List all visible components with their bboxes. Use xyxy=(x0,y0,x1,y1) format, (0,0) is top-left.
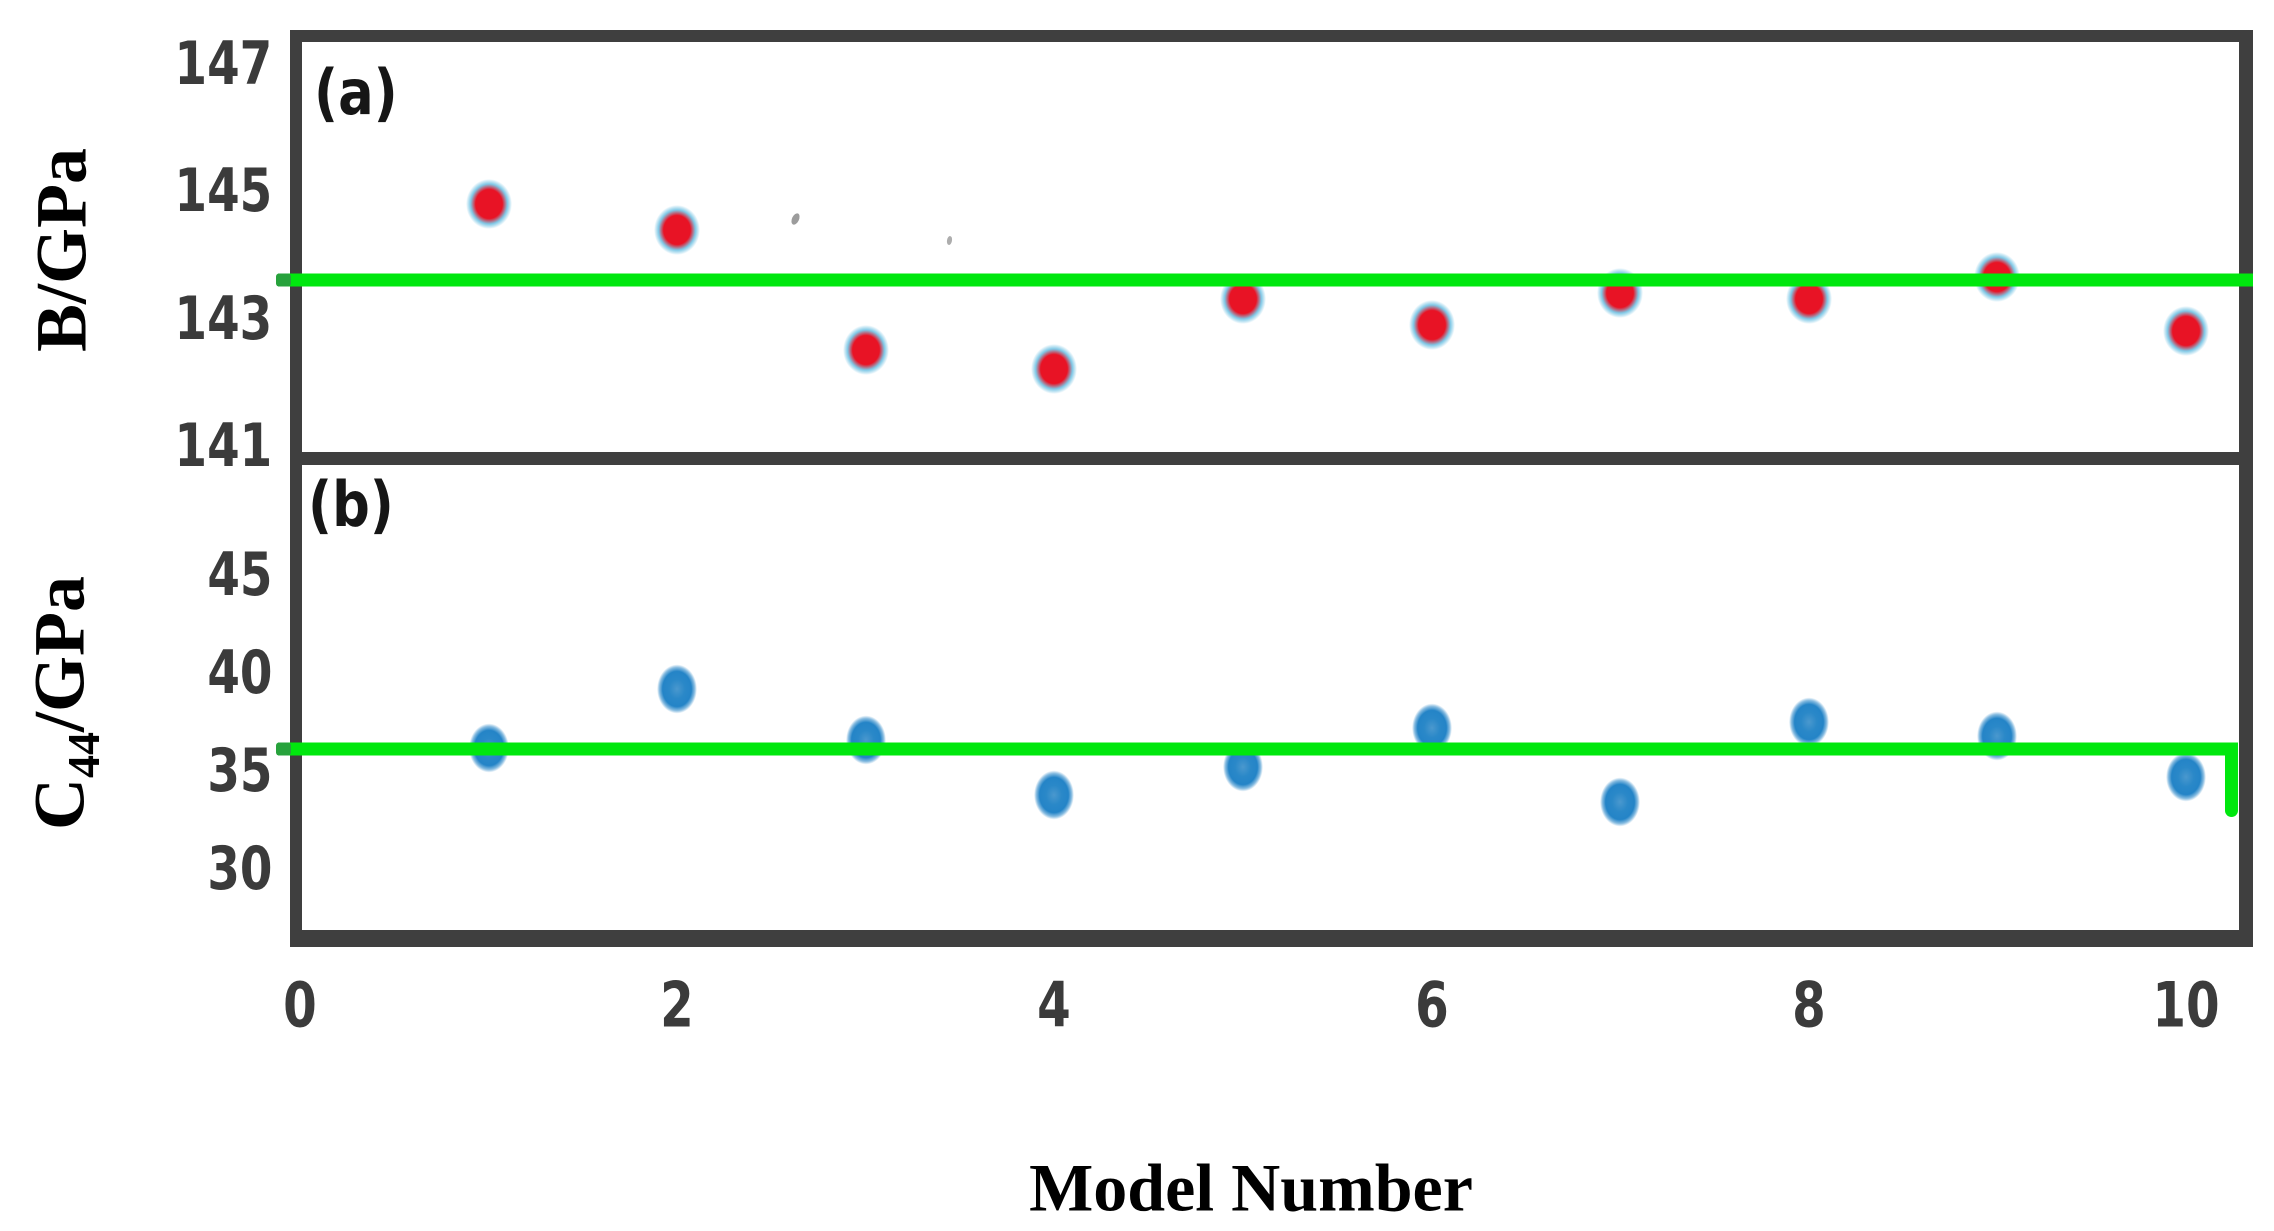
x-tick-label: 2 xyxy=(660,968,694,1042)
panel-b-y-tick-label: 40 xyxy=(206,637,272,708)
reference-line-drop xyxy=(2224,742,2238,817)
plot-frame xyxy=(290,30,2253,947)
panel-b-y-axis-title: C44/GPa xyxy=(19,576,109,830)
x-tick-label: 8 xyxy=(1791,968,1826,1042)
b-data-point xyxy=(1408,299,1455,350)
x-axis-title: Model Number xyxy=(1029,1149,1473,1226)
reference-line xyxy=(278,273,2253,287)
b-data-point xyxy=(654,204,701,255)
panel-b-y-axis-title-main: C xyxy=(19,778,100,830)
b-data-point xyxy=(2162,306,2209,357)
panel-divider xyxy=(300,452,2240,465)
c44-data-point xyxy=(657,664,698,714)
panel-b-y-axis-title-rest: /GPa xyxy=(19,576,100,732)
b-data-point xyxy=(1031,344,1078,395)
reference-line-end-cap xyxy=(276,273,291,287)
panel-b-y-axis-title-sub: 44 xyxy=(57,732,109,778)
panel-a-y-tick-label: 147 xyxy=(174,29,272,100)
c44-data-point xyxy=(2165,752,2206,802)
x-tick-label: 6 xyxy=(1414,968,1449,1042)
c44-data-point xyxy=(1788,697,1829,747)
b-data-point xyxy=(842,325,889,376)
x-tick-label: 0 xyxy=(283,968,317,1042)
panel-b-label: (b) xyxy=(308,468,394,541)
panel-a-y-tick-label: 141 xyxy=(174,410,272,481)
c44-data-point xyxy=(1600,777,1641,827)
c44-data-point xyxy=(845,715,886,765)
panel-b-y-tick-label: 35 xyxy=(206,736,272,807)
reference-line-end-cap xyxy=(276,742,291,756)
panel-a-y-axis-title: B/GPa xyxy=(21,147,102,353)
b-data-point xyxy=(465,179,512,230)
panel-b-y-tick-label: 45 xyxy=(206,539,272,610)
panel-b-y-tick-label: 30 xyxy=(206,834,272,905)
reference-line xyxy=(278,742,2238,756)
panel-a-y-tick-label: 143 xyxy=(174,283,272,354)
x-tick-label: 10 xyxy=(2152,968,2220,1042)
panel-a-y-tick-label: 145 xyxy=(174,156,272,227)
c44-data-point xyxy=(1034,770,1075,820)
x-tick-label: 4 xyxy=(1037,968,1072,1042)
panel-a-label: (a) xyxy=(314,56,398,129)
